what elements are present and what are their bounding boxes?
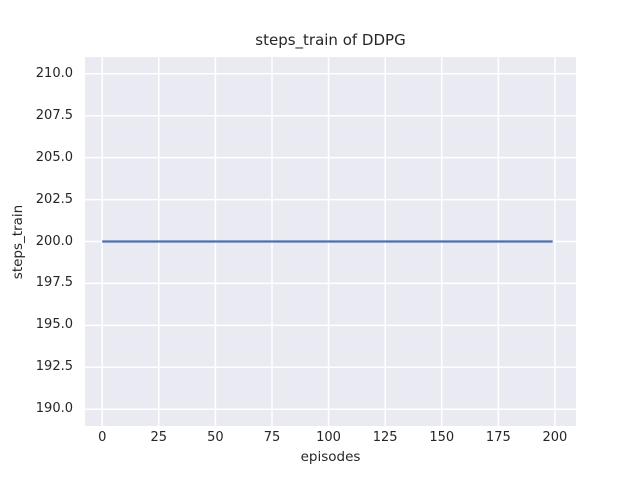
x-tick-label: 200 — [542, 430, 568, 445]
y-tick-label: 210.0 — [35, 65, 73, 81]
y-tick-label: 192.5 — [35, 359, 73, 375]
plot-canvas — [85, 57, 576, 426]
y-tick-label: 195.0 — [35, 317, 73, 333]
x-tick-label: 150 — [429, 430, 455, 445]
chart-title: steps_train of DDPG — [255, 31, 406, 49]
x-tick-label: 125 — [372, 430, 398, 445]
y-tick-label: 207.5 — [35, 107, 73, 123]
x-tick-label: 175 — [485, 430, 511, 445]
y-tick-label: 200.0 — [35, 233, 73, 249]
x-tick-label: 50 — [207, 430, 224, 445]
x-tick-label: 75 — [263, 430, 281, 445]
y-tick-label: 197.5 — [35, 275, 73, 291]
x-tick-label: 0 — [98, 430, 107, 445]
plot-area — [85, 57, 576, 426]
y-tick-label: 205.0 — [35, 149, 73, 165]
x-axis-label: episodes — [300, 449, 361, 465]
x-tick-label: 25 — [150, 430, 168, 445]
y-tick-label: 202.5 — [35, 191, 73, 207]
x-tick-label: 100 — [316, 430, 341, 445]
y-tick-label: 190.0 — [35, 401, 73, 417]
